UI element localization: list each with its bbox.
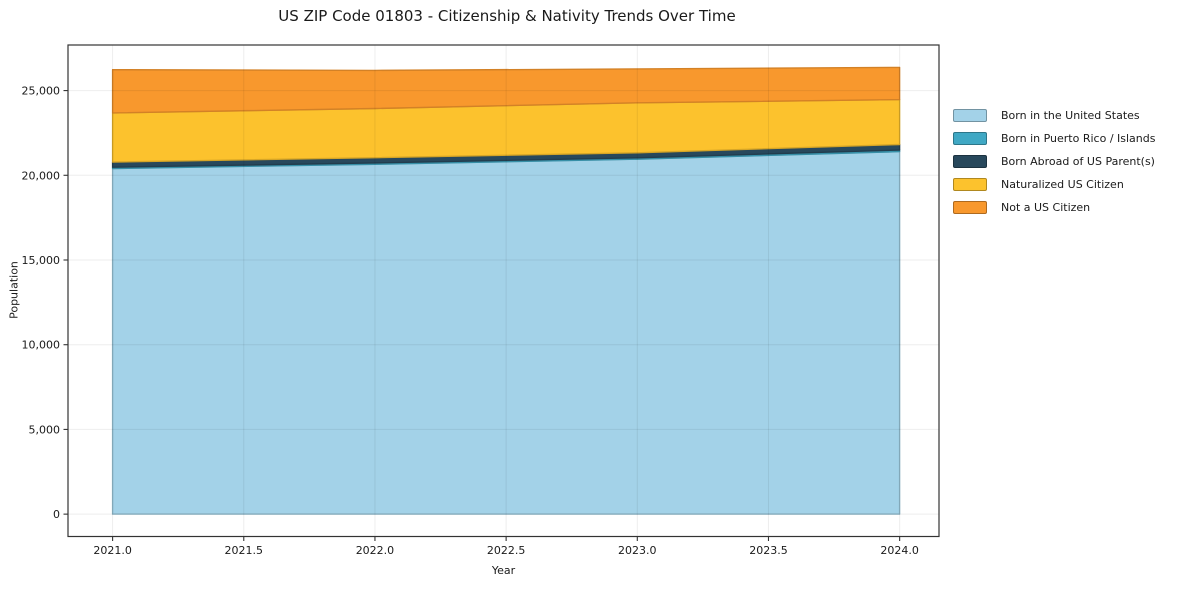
legend-label: Not a US Citizen xyxy=(1001,201,1091,214)
legend-swatch xyxy=(953,201,987,214)
x-tick-label: 2022.0 xyxy=(356,544,395,557)
legend-swatch xyxy=(953,109,987,122)
legend-item: Born in the United States xyxy=(953,109,1155,122)
x-tick-label: 2023.0 xyxy=(618,544,657,557)
legend-swatch xyxy=(953,155,987,168)
legend: Born in the United States Born in Puerto … xyxy=(953,109,1155,224)
plot-border xyxy=(67,44,940,538)
y-tick-label: 10,000 xyxy=(22,339,61,352)
y-tick-label: 20,000 xyxy=(22,169,61,182)
x-axis-label: Year xyxy=(491,564,516,577)
y-tick-label: 5,000 xyxy=(29,423,61,436)
x-tick-label: 2023.5 xyxy=(749,544,788,557)
legend-label: Born in the United States xyxy=(1001,109,1140,122)
legend-label: Born in Puerto Rico / Islands xyxy=(1001,132,1156,145)
y-axis-label: Population xyxy=(7,261,21,319)
x-tick-label: 2024.0 xyxy=(880,544,919,557)
y-tick-label: 0 xyxy=(53,508,60,521)
area-not-a-us-citizen xyxy=(111,66,901,114)
legend-item: Born in Puerto Rico / Islands xyxy=(953,132,1155,145)
legend-swatch xyxy=(953,132,987,145)
x-tick-label: 2022.5 xyxy=(487,544,526,557)
legend-item: Born Abroad of US Parent(s) xyxy=(953,155,1155,168)
legend-item: Naturalized US Citizen xyxy=(953,178,1155,191)
chart-title: US ZIP Code 01803 - Citizenship & Nativi… xyxy=(278,7,736,25)
x-tick-label: 2021.0 xyxy=(93,544,132,557)
y-tick-label: 15,000 xyxy=(22,254,61,267)
legend-item: Not a US Citizen xyxy=(953,201,1155,214)
x-tick-label: 2021.5 xyxy=(225,544,264,557)
y-tick-label: 25,000 xyxy=(22,85,61,98)
legend-label: Born Abroad of US Parent(s) xyxy=(1001,155,1155,168)
legend-label: Naturalized US Citizen xyxy=(1001,178,1124,191)
legend-swatch xyxy=(953,178,987,191)
